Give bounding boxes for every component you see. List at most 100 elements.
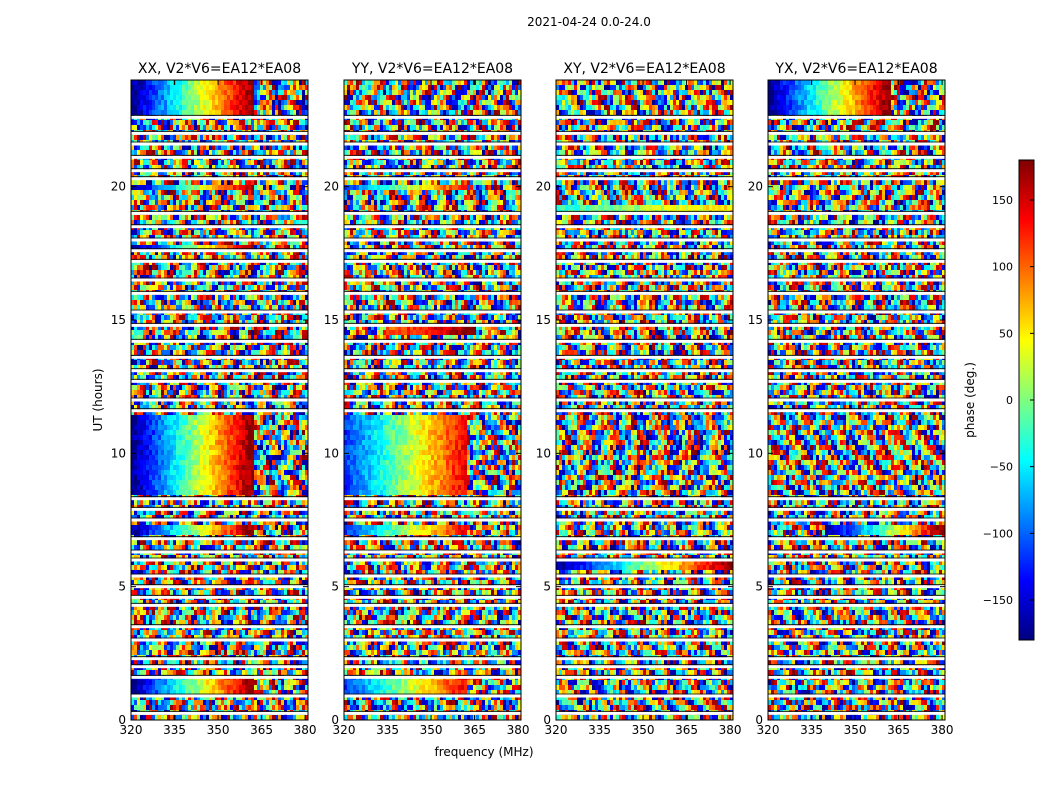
flagged-gap bbox=[556, 225, 733, 229]
flagged-gap bbox=[131, 558, 308, 562]
flagged-gap bbox=[556, 638, 733, 642]
y-tick-label: 10 bbox=[748, 446, 763, 460]
flagged-gap bbox=[556, 595, 733, 599]
flagged-gap bbox=[131, 249, 308, 253]
flagged-gap bbox=[131, 142, 308, 146]
flagged-gap bbox=[768, 603, 945, 607]
y-tick-label: 0 bbox=[543, 713, 551, 727]
y-tick-label: 0 bbox=[331, 713, 339, 727]
flagged-gap bbox=[556, 675, 733, 679]
panel-frame bbox=[767, 79, 946, 721]
flagged-gap bbox=[768, 398, 945, 402]
flagged-gap bbox=[556, 155, 733, 159]
flagged-gap bbox=[768, 169, 945, 173]
x-tick-label: 380 bbox=[294, 723, 317, 737]
panel-3: XY, V2*V6=EA12*EA08 320 335 350 365 380 0 5 10 15… bbox=[536, 61, 742, 737]
panel-1: XX, V2*V6=EA12*EA08 320 335 350 365 380 0 5 10 15… bbox=[111, 61, 317, 737]
flagged-gap bbox=[131, 369, 308, 373]
flagged-gap bbox=[556, 249, 733, 253]
flagged-gap bbox=[131, 177, 308, 181]
flagged-gap bbox=[344, 155, 521, 159]
flagged-gap bbox=[344, 369, 521, 373]
y-tick-label: 15 bbox=[111, 313, 126, 327]
flagged-gap bbox=[556, 211, 733, 215]
flagged-gap bbox=[131, 211, 308, 215]
flagged-gap bbox=[344, 497, 521, 501]
flagged-gap bbox=[131, 574, 308, 578]
flagged-gap bbox=[131, 115, 308, 119]
flagged-gap bbox=[556, 585, 733, 589]
flagged-gap bbox=[131, 675, 308, 679]
flagged-gap bbox=[131, 694, 308, 698]
panels: XX, V2*V6=EA12*EA08 320 335 350 365 380 0 5 10 15… bbox=[111, 61, 954, 737]
flagged-gap bbox=[556, 169, 733, 173]
flagged-gap bbox=[131, 339, 308, 343]
flagged-gap bbox=[768, 225, 945, 229]
x-tick-label: 320 bbox=[545, 723, 568, 737]
flagged-gap bbox=[131, 537, 308, 541]
flagged-gap bbox=[344, 379, 521, 383]
y-tick-label: 20 bbox=[536, 180, 551, 194]
flagged-gap bbox=[344, 657, 521, 661]
x-tick-label: 350 bbox=[207, 723, 230, 737]
flagged-gap bbox=[556, 550, 733, 554]
colorbar-label: phase (deg.) bbox=[963, 362, 977, 438]
flagged-gap bbox=[768, 558, 945, 562]
flagged-gap bbox=[344, 259, 521, 263]
y-tick-label: 5 bbox=[755, 580, 763, 594]
flagged-gap bbox=[131, 225, 308, 229]
flagged-gap bbox=[131, 169, 308, 173]
flagged-gap bbox=[344, 550, 521, 554]
flagged-gap bbox=[556, 379, 733, 383]
flagged-gap bbox=[344, 595, 521, 599]
flagged-gap bbox=[131, 625, 308, 629]
flagged-gap bbox=[556, 142, 733, 146]
y-tick-label: 15 bbox=[324, 313, 339, 327]
flagged-gap bbox=[768, 595, 945, 599]
panel-title: XY, V2*V6=EA12*EA08 bbox=[563, 61, 725, 77]
flagged-gap bbox=[556, 339, 733, 343]
flagged-gap bbox=[556, 355, 733, 359]
flagged-gap bbox=[344, 625, 521, 629]
flagged-gap bbox=[344, 142, 521, 146]
y-tick-label: 0 bbox=[755, 713, 763, 727]
x-tick-label: 350 bbox=[632, 723, 655, 737]
y-tick-label: 20 bbox=[748, 180, 763, 194]
flagged-gap bbox=[344, 558, 521, 562]
flagged-gap bbox=[556, 278, 733, 282]
x-tick-label: 320 bbox=[333, 723, 356, 737]
flagged-gap bbox=[556, 115, 733, 119]
x-tick-label: 380 bbox=[719, 723, 742, 737]
flagged-gap bbox=[768, 675, 945, 679]
flagged-gap bbox=[131, 665, 308, 669]
flagged-gap bbox=[131, 291, 308, 295]
flagged-gap bbox=[768, 638, 945, 642]
x-tick-label: 380 bbox=[507, 723, 530, 737]
colorbar-tick-label: 150 bbox=[992, 194, 1013, 207]
flagged-gap bbox=[556, 574, 733, 578]
flagged-gap bbox=[344, 177, 521, 181]
panel-title: XX, V2*V6=EA12*EA08 bbox=[138, 61, 301, 77]
flagged-gap bbox=[344, 694, 521, 698]
flagged-gap bbox=[556, 409, 733, 413]
flagged-gap bbox=[556, 665, 733, 669]
y-tick-label: 20 bbox=[111, 180, 126, 194]
flagged-gap bbox=[344, 585, 521, 589]
flagged-gap bbox=[556, 177, 733, 181]
flagged-gap bbox=[344, 291, 521, 295]
flagged-gap bbox=[131, 585, 308, 589]
flagged-gap bbox=[768, 355, 945, 359]
flagged-gap bbox=[131, 155, 308, 159]
y-tick-label: 10 bbox=[324, 446, 339, 460]
flagged-gap bbox=[344, 675, 521, 679]
flagged-gap bbox=[131, 131, 308, 135]
flagged-gap bbox=[344, 409, 521, 413]
flagged-gap bbox=[344, 574, 521, 578]
flagged-gap bbox=[131, 398, 308, 402]
colorbar-ticks: 150 100 50 0 −50 −100 −150 bbox=[983, 194, 1034, 607]
flagged-gap bbox=[768, 142, 945, 146]
flagged-gap bbox=[344, 665, 521, 669]
x-axis-label: frequency (MHz) bbox=[434, 745, 533, 759]
flagged-gap bbox=[131, 259, 308, 263]
colorbar-tick-label: −100 bbox=[983, 527, 1013, 540]
